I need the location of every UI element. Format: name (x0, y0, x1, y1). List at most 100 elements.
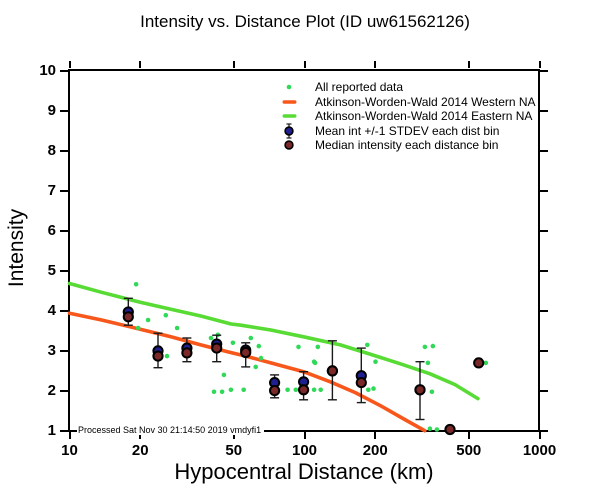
median-intensity-point (122, 311, 134, 323)
x-tick-label: 200 (362, 442, 388, 459)
y-tick (60, 310, 68, 313)
y-tick (60, 350, 68, 353)
x-tick-top (232, 61, 235, 68)
legend-row: All reported data (281, 80, 540, 95)
median-intensity-point (211, 342, 223, 354)
y-tick (60, 430, 68, 433)
reported-data-point (371, 386, 376, 391)
legend-label: Atkinson-Worden-Wald 2014 Western NA (315, 94, 536, 109)
reported-data-point (430, 343, 436, 349)
reported-data-point (230, 340, 236, 346)
legend-label: Atkinson-Worden-Wald 2014 Eastern NA (315, 109, 533, 123)
x-tick (232, 432, 235, 439)
x-tick-top (538, 61, 541, 68)
reported-data-point (228, 387, 234, 393)
y-tick-right (540, 189, 548, 192)
plot-canvas (67, 281, 489, 436)
reported-data-point (219, 389, 225, 395)
reported-data-point (318, 387, 323, 393)
legend-marker-blue-circle-errorbar (281, 123, 315, 139)
reported-data-point (365, 342, 370, 348)
x-tick-label: 10 (61, 442, 78, 459)
x-tick (467, 432, 470, 439)
legend-marker-darkred-circle (281, 137, 315, 152)
processing-timestamp: Processed Sat Nov 30 21:14:50 2019 vmdyf… (77, 425, 265, 435)
median-intensity-point (326, 365, 338, 377)
reported-data-point (434, 427, 440, 432)
legend-row: Atkinson-Worden-Wald 2014 Western NA (281, 95, 540, 110)
reported-data-point (145, 317, 151, 323)
y-tick-label: 8 (47, 141, 56, 159)
median-intensity-point (152, 350, 164, 362)
y-tick-right (540, 350, 548, 353)
legend-label: Mean int +/-1 STDEV each dist bin (315, 123, 500, 138)
y-tick-label: 9 (47, 101, 56, 119)
y-tick-right (540, 310, 548, 313)
reported-data-point (296, 344, 301, 350)
reported-data-point (211, 389, 217, 395)
median-intensity-point (444, 423, 456, 436)
y-tick-label: 10 (39, 61, 56, 79)
y-tick (60, 189, 68, 192)
x-tick-top (374, 61, 377, 68)
x-tick (68, 432, 71, 439)
x-tick (374, 432, 377, 439)
legend-label: Median intensity each distance bin (315, 138, 499, 152)
reported-data-point (256, 343, 262, 349)
reported-data-point (133, 282, 139, 287)
x-tick-label: 1000 (522, 442, 557, 459)
y-tick (60, 270, 68, 273)
x-tick-label: 100 (291, 442, 318, 459)
x-tick-top (139, 61, 142, 68)
reported-data-point (221, 372, 227, 378)
x-tick-label: 20 (131, 442, 149, 459)
x-tick-label: 500 (456, 442, 482, 459)
median-intensity-point (240, 346, 252, 359)
y-tick-right (540, 149, 548, 152)
reported-data-point (293, 387, 299, 393)
y-tick-right (540, 109, 548, 112)
legend-row: Atkinson-Worden-Wald 2014 Eastern NA (281, 109, 540, 124)
legend-marker-orange-line (281, 94, 315, 110)
reported-data-point (248, 335, 254, 341)
x-tick-top (467, 61, 470, 68)
y-tick (60, 69, 68, 72)
x-tick (538, 432, 541, 439)
legend-row: Mean int +/-1 STDEV each dist bin (281, 123, 540, 139)
median-intensity-point (473, 357, 485, 369)
reported-data-point (164, 353, 170, 359)
reported-data-point (241, 387, 246, 393)
reported-data-point (429, 389, 435, 395)
median-intensity-point (181, 347, 193, 359)
x-tick (303, 432, 306, 439)
median-intensity-point (298, 384, 310, 396)
y-tick-label: 3 (47, 342, 56, 360)
reported-data-point (425, 360, 431, 366)
plot-title: Intensity vs. Distance Plot (ID uw615621… (140, 12, 470, 31)
reported-data-point (422, 344, 428, 350)
y-tick-right (540, 229, 548, 232)
y-tick-label: 6 (47, 221, 56, 239)
median-intensity-point (414, 384, 426, 396)
reported-data-point (311, 387, 317, 393)
y-tick-right (540, 430, 548, 433)
y-tick-label: 2 (47, 382, 56, 400)
reported-data-point (315, 344, 321, 350)
reported-data-point (208, 335, 214, 341)
x-tick-top (68, 61, 71, 68)
legend-label: All reported data (315, 80, 404, 94)
reported-data-point (427, 426, 433, 432)
median-intensity-point (355, 377, 367, 389)
reported-data-point (483, 360, 489, 366)
y-tick (60, 109, 68, 112)
x-tick (139, 432, 142, 439)
y-tick (60, 149, 68, 152)
y-tick-right (540, 270, 548, 273)
reported-data-point (163, 312, 169, 318)
y-tick (60, 390, 68, 393)
reported-data-point (174, 325, 180, 331)
aww2014-western-curve (67, 311, 427, 433)
legend-marker-green-dot (281, 80, 315, 95)
y-tick-right (540, 390, 548, 393)
